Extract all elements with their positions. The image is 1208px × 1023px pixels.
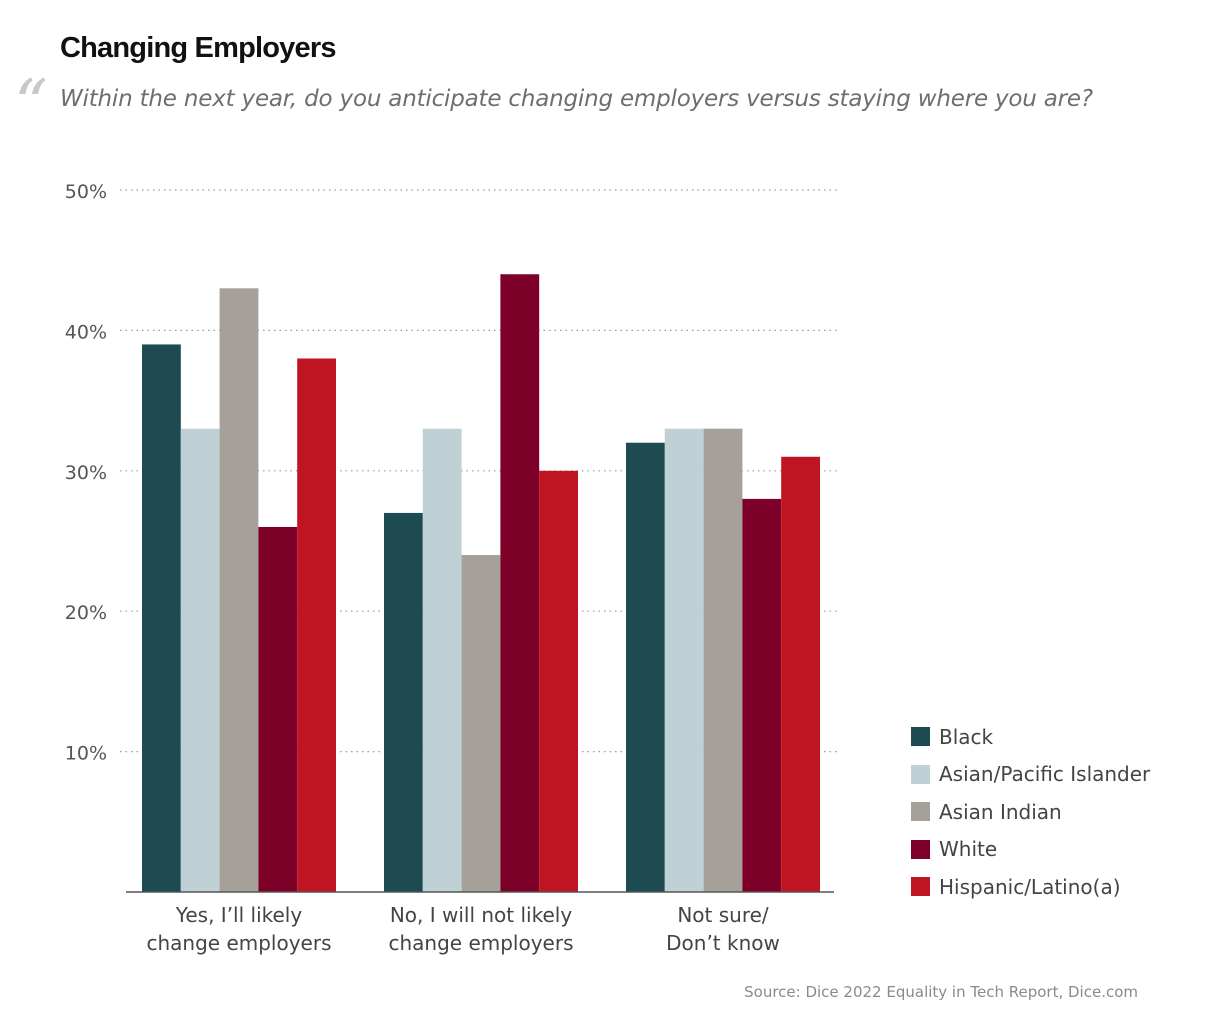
- bar-asian-indian-1: [461, 555, 501, 892]
- y-tick-label: 10%: [65, 743, 107, 765]
- legend-label: Hispanic/Latino(a): [939, 874, 1121, 899]
- bar-asian-indian-2: [703, 428, 743, 892]
- x-category-label: Don’t know: [666, 931, 780, 955]
- legend-item: White: [911, 831, 1150, 869]
- bar-hispanic-latino-a--0: [297, 358, 336, 893]
- chart-subtitle: Within the next year, do you anticipate …: [60, 86, 1093, 112]
- x-category-label: change employers: [388, 931, 573, 955]
- legend-item: Hispanic/Latino(a): [911, 868, 1150, 906]
- bar-asian-pacific-islander-2: [664, 428, 704, 892]
- legend-swatch: [911, 839, 930, 859]
- legend-swatch: [911, 727, 930, 747]
- y-tick-label: 30%: [65, 462, 107, 484]
- legend-item: Asian Indian: [911, 793, 1150, 831]
- y-tick-label: 20%: [65, 602, 107, 624]
- x-category-label: change employers: [146, 931, 331, 955]
- bar-black-2: [626, 442, 665, 892]
- quote-mark-icon: “: [14, 66, 48, 143]
- x-category-label: Yes, I’ll likely: [175, 903, 303, 927]
- bar-white-1: [500, 274, 540, 892]
- legend: Black Asian/Pacific Islander Asian Indian W…: [911, 718, 1150, 906]
- y-tick-label: 40%: [65, 321, 107, 343]
- legend-swatch: [911, 764, 930, 784]
- bar-white-2: [742, 498, 782, 892]
- legend-label: White: [939, 837, 998, 862]
- legend-item: Black: [911, 718, 1150, 756]
- x-category-label: No, I will not likely: [390, 903, 573, 927]
- bar-white-0: [258, 526, 298, 892]
- bar-black-0: [142, 344, 181, 892]
- bar-asian-pacific-islander-1: [422, 428, 462, 892]
- legend-swatch: [911, 877, 930, 897]
- source-note: Source: Dice 2022 Equality in Tech Repor…: [744, 983, 1138, 1001]
- bar-hispanic-latino-a--1: [539, 470, 578, 892]
- legend-label: Asian Indian: [939, 799, 1062, 824]
- bar-asian-indian-0: [219, 288, 259, 892]
- y-tick-label: 50%: [65, 181, 107, 203]
- bar-asian-pacific-islander-0: [180, 428, 220, 892]
- legend-label: Black: [939, 724, 994, 749]
- legend-label: Asian/Pacific Islander: [939, 762, 1151, 787]
- bar-black-1: [384, 512, 423, 892]
- chart-title: Changing Employers: [60, 32, 336, 64]
- legend-item: Asian/Pacific Islander: [911, 756, 1150, 794]
- bar-hispanic-latino-a--2: [781, 456, 820, 892]
- x-category-label: Not sure/: [677, 903, 769, 927]
- legend-swatch: [911, 802, 930, 822]
